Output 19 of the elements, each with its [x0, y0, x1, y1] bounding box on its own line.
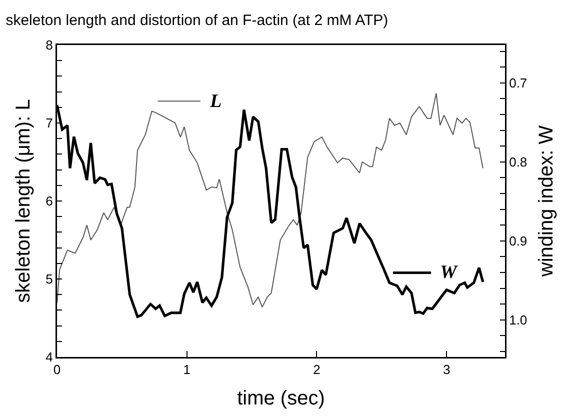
y2-tick-label: 0.7 [509, 75, 528, 90]
legend-label: L [209, 91, 222, 112]
y-tick-label: 6 [46, 194, 53, 209]
y-tick-label: 5 [46, 272, 53, 287]
y2-tick-label: 0.8 [509, 154, 528, 170]
y2-tick-label: 0.9 [509, 233, 528, 248]
y-axis-title: skeleton length (μm): L [12, 99, 34, 303]
y2-tick-label: 1.0 [509, 312, 528, 328]
y2-axis-title: winding index: W [535, 125, 558, 278]
y-tick-label: 7 [46, 116, 53, 131]
x-tick-label: 0 [53, 362, 61, 378]
legend-label: W [440, 262, 458, 283]
x-tick-label: 2 [313, 362, 320, 378]
y-tick-label: 4 [46, 350, 53, 365]
y-tick-label: 8 [46, 38, 53, 53]
x-axis-title: time (sec) [237, 387, 325, 410]
chart-title: skeleton length and distortion of an F-actin (at 2 mM ATP) [6, 12, 388, 30]
x-tick-label: 1 [183, 362, 190, 378]
x-tick-label: 3 [442, 362, 450, 378]
